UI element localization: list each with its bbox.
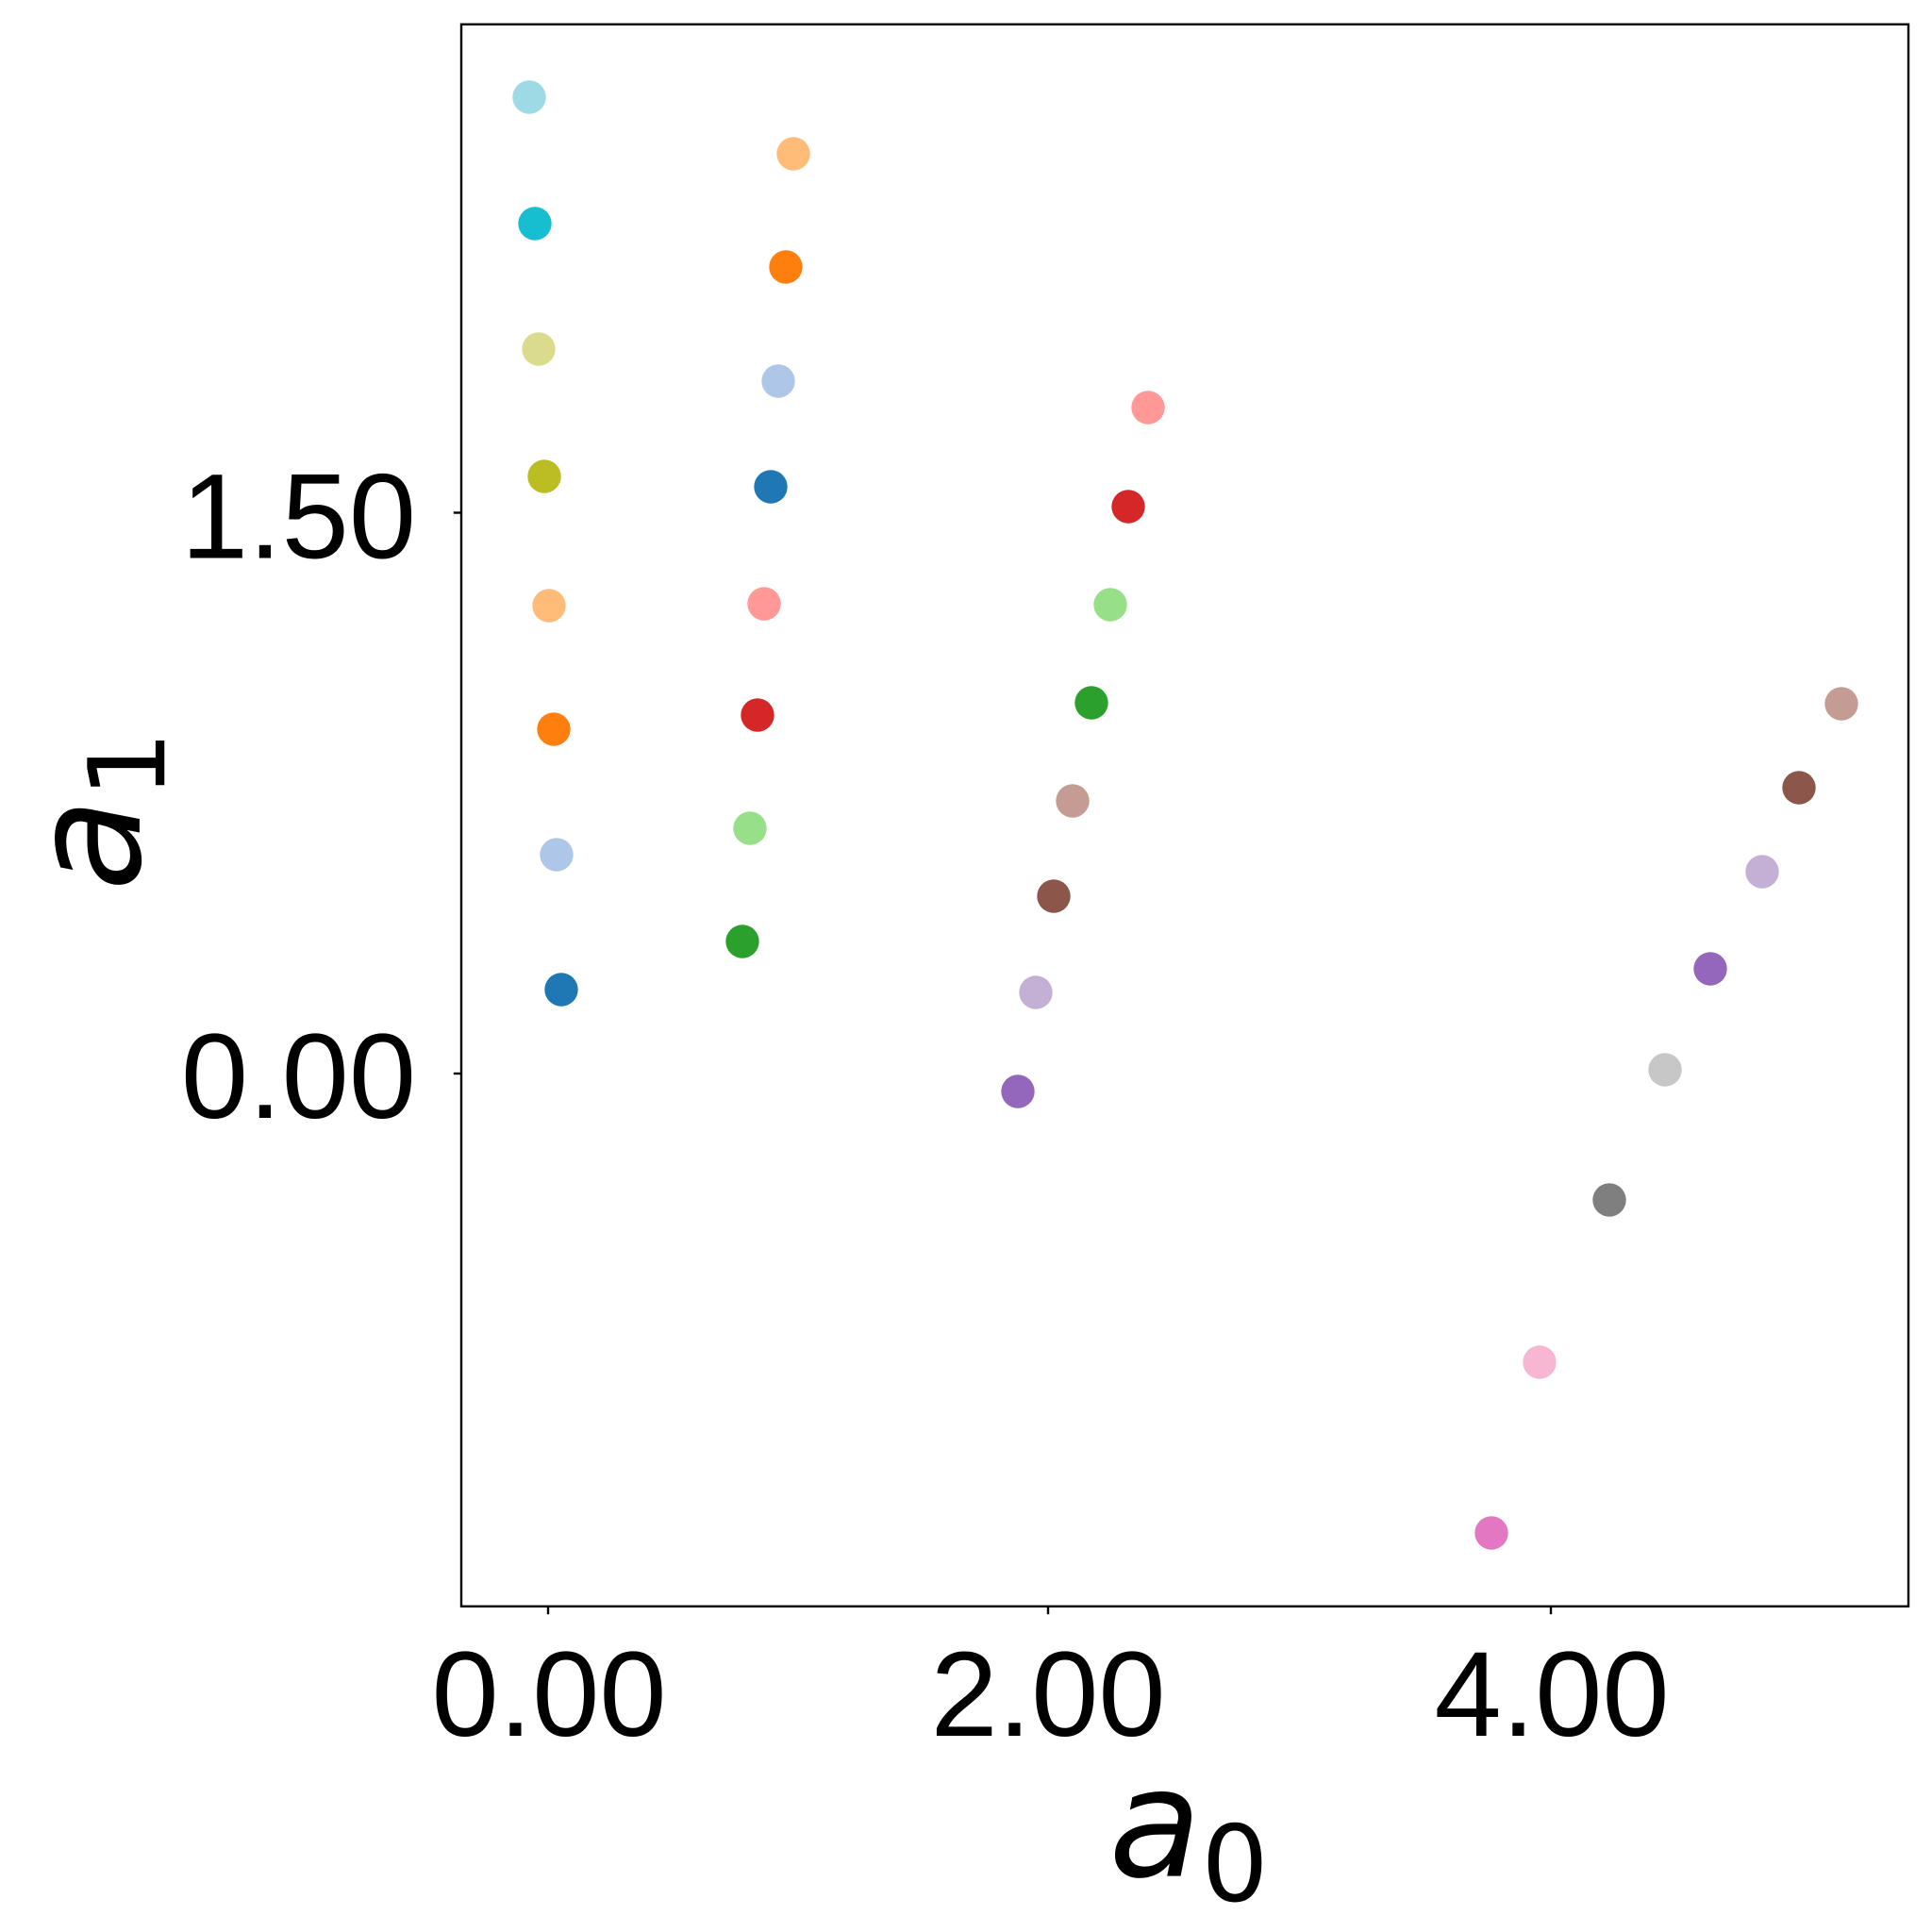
svg-text:1.50: 1.50 bbox=[181, 450, 416, 585]
svg-text:0.00: 0.00 bbox=[181, 1009, 416, 1144]
svg-text:4.00: 4.00 bbox=[1434, 1627, 1669, 1762]
svg-text:2.00: 2.00 bbox=[930, 1627, 1165, 1762]
svg-text:0.00: 0.00 bbox=[431, 1627, 666, 1762]
